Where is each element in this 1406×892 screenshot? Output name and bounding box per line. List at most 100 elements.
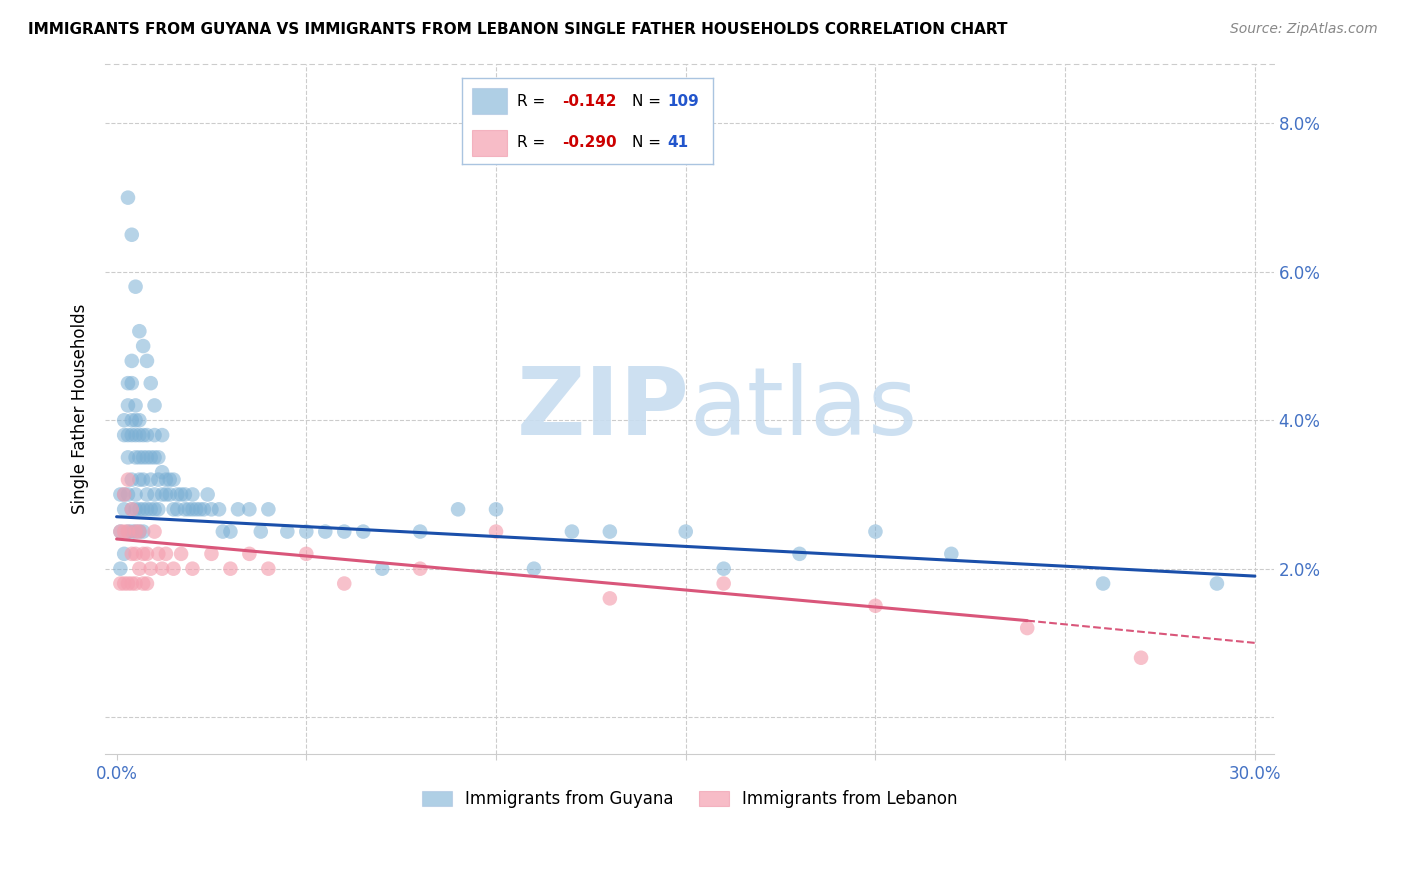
Point [121, 376, 143, 391]
Point [139, 502, 162, 516]
Point [150, 562, 173, 576]
Point [136, 547, 159, 561]
Point [110, 487, 132, 501]
Point [128, 524, 150, 539]
Point [117, 376, 139, 391]
Point [314, 524, 336, 539]
Point [333, 524, 356, 539]
Point [132, 473, 155, 487]
Point [117, 473, 139, 487]
Point [121, 227, 143, 242]
Point [128, 324, 150, 338]
Point [485, 524, 508, 539]
Point [112, 413, 135, 427]
Point [257, 562, 280, 576]
Point [295, 524, 318, 539]
Point [128, 450, 150, 465]
Point [124, 450, 146, 465]
Point [143, 450, 166, 465]
Point [211, 524, 233, 539]
Point [124, 524, 146, 539]
Point [226, 502, 249, 516]
Point [124, 487, 146, 501]
Point [124, 576, 146, 591]
Point [121, 428, 143, 442]
Point [110, 524, 132, 539]
Point [132, 524, 155, 539]
Point [371, 562, 394, 576]
Point [112, 487, 135, 501]
Point [1017, 621, 1039, 635]
Point [409, 562, 432, 576]
Point [132, 576, 155, 591]
Point [561, 524, 583, 539]
Point [110, 562, 132, 576]
Point [200, 502, 222, 516]
Point [136, 450, 159, 465]
Point [162, 473, 184, 487]
Point [295, 547, 318, 561]
Point [136, 576, 159, 591]
Point [132, 339, 155, 353]
Point [523, 562, 546, 576]
Point [352, 524, 374, 539]
Point [121, 473, 143, 487]
Point [155, 547, 177, 561]
Point [143, 502, 166, 516]
Point [159, 487, 181, 501]
Point [186, 502, 208, 516]
Point [132, 547, 155, 561]
Point [155, 473, 177, 487]
Point [128, 413, 150, 427]
Y-axis label: Single Father Households: Single Father Households [72, 304, 89, 515]
Point [112, 502, 135, 516]
Point [150, 465, 173, 479]
Point [124, 413, 146, 427]
Point [159, 473, 181, 487]
Point [155, 487, 177, 501]
Point [675, 524, 697, 539]
Point [121, 576, 143, 591]
Point [170, 487, 193, 501]
Point [136, 428, 159, 442]
Point [148, 450, 170, 465]
Text: ZIP: ZIP [516, 363, 689, 455]
Point [238, 547, 260, 561]
Point [713, 576, 735, 591]
Point [128, 562, 150, 576]
Point [124, 399, 146, 413]
Point [117, 576, 139, 591]
Point [177, 502, 200, 516]
Point [162, 502, 184, 516]
Point [409, 524, 432, 539]
Point [447, 502, 470, 516]
Point [599, 524, 621, 539]
Point [789, 547, 811, 561]
Point [200, 547, 222, 561]
Point [143, 487, 166, 501]
Point [117, 487, 139, 501]
Point [941, 547, 963, 561]
Point [1206, 576, 1229, 591]
Point [148, 547, 170, 561]
Point [485, 502, 508, 516]
Point [174, 502, 197, 516]
Point [865, 524, 887, 539]
Point [124, 524, 146, 539]
Point [121, 502, 143, 516]
Point [136, 502, 159, 516]
Point [128, 428, 150, 442]
Point [124, 279, 146, 293]
Point [713, 562, 735, 576]
Point [112, 524, 135, 539]
Point [166, 502, 188, 516]
Point [117, 399, 139, 413]
Point [110, 524, 132, 539]
Point [150, 487, 173, 501]
Point [117, 191, 139, 205]
Legend: Immigrants from Guyana, Immigrants from Lebanon: Immigrants from Guyana, Immigrants from … [415, 783, 965, 815]
Point [139, 562, 162, 576]
Point [112, 547, 135, 561]
Point [1092, 576, 1115, 591]
Point [865, 599, 887, 613]
